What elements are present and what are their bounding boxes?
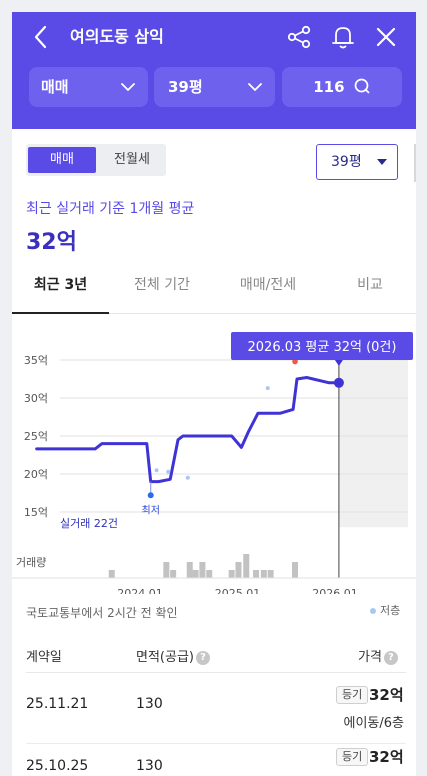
legend-dot-icon [370,608,376,614]
legend-low-floor: 저층 [370,602,400,618]
average-price: 32억 [26,230,77,255]
row-price: 32억 [369,748,404,766]
page-title: 여의도동 삼익 [70,27,164,46]
table-row[interactable]: 25.10.25 130 등기 32억 [12,738,416,776]
volume-bar [186,562,193,578]
legend-label: 저층 [380,604,401,617]
average-caption: 최근 실거래 기준 1개월 평균 [26,201,195,217]
comment-icon [354,78,370,94]
deal-point [185,475,190,480]
help-icon[interactable]: ? [195,650,210,665]
volume-bar [206,570,213,578]
volume-bar [260,570,267,578]
divider [26,672,406,673]
registered-badge: 등기 [336,748,369,766]
header-bar: 여의도동 삼익 매매 39평 [12,12,416,129]
size-select-label: 39평 [331,154,362,170]
volume-label: 거래량 [16,556,46,569]
deal-point [265,386,270,391]
tooltip-box [231,332,413,360]
x-tick-label: 2026.01 [312,587,358,594]
row-area: 130 [136,758,163,774]
column-area: 면적(공급)? [136,646,210,665]
y-tick-label: 25억 [24,430,48,443]
table-header: 계약일 면적(공급)? 가격? [12,642,416,670]
current-point [333,377,344,388]
size-dropdown[interactable]: 39평 [154,67,275,107]
row-date: 25.11.21 [26,696,89,712]
row-area: 130 [136,696,163,712]
column-area-label: 면적(공급) [136,650,194,665]
help-icon[interactable]: ? [383,650,398,665]
y-tick-label: 15억 [24,506,48,519]
trade-type-dropdown[interactable]: 매매 [29,67,148,107]
y-tick-label: 35억 [24,354,48,367]
app-frame: 여의도동 삼익 매매 39평 [12,12,416,776]
column-price-label: 가격 [358,650,382,665]
current-marker [334,360,343,366]
volume-bar [163,562,170,578]
close-icon[interactable] [369,20,403,54]
column-price: 가격? [358,646,398,665]
chevron-down-icon [248,83,262,91]
y-tick-label: 20억 [24,468,48,481]
bell-icon[interactable] [326,20,360,54]
table-row[interactable]: 25.11.21 130 등기 32억 에이동/6층 [12,676,416,744]
back-icon[interactable] [24,20,58,54]
x-tick-label: 2025.01 [215,587,261,594]
volume-bar [235,562,242,578]
caret-down-icon [377,159,387,165]
volume-bar [170,570,177,578]
volume-bar [267,570,274,578]
size-select[interactable]: 39평 [316,144,398,180]
deal-point [166,469,171,474]
tab-recent-3y[interactable]: 최근 3년 [12,270,109,314]
volume-bar [192,570,199,578]
row-floor: 에이동/6층 [343,716,405,731]
source-note: 국토교통부에서 2시간 전 확인 [26,606,178,620]
comment-count: 116 [313,78,345,96]
row-date: 25.10.25 [26,758,89,774]
min-label: 최저 [142,504,160,516]
min-point [147,492,154,499]
divider [26,743,406,744]
volume-bar [228,570,235,578]
trade-toggle: 매매 전월세 [26,144,166,176]
volume-bar [199,562,206,578]
row-price: 32억 [369,686,404,704]
volume-bar [292,562,299,578]
tooltip-text: 2026.03 평균 32억 (0건) [248,340,397,355]
volume-bar [108,570,115,578]
x-tick-label: 2024.01 [117,587,163,594]
toggle-trade[interactable]: 매매 [28,147,96,173]
tab-compare[interactable]: 비교 [357,277,383,293]
comments-button[interactable]: 116 [282,67,402,107]
size-label: 39평 [168,78,203,96]
future-zone [338,348,408,528]
high-point [292,358,298,365]
column-date: 계약일 [26,650,62,665]
deal-count-label: 실거래 22건 [60,517,118,530]
divider [414,144,416,182]
price-line [35,376,341,484]
deal-point [154,468,159,473]
tab-all-period[interactable]: 전체 기간 [134,277,190,293]
toggle-rent[interactable]: 전월세 [114,152,150,167]
tab-trade-rent[interactable]: 매매/전세 [239,277,297,293]
y-tick-label: 30억 [24,392,48,405]
share-icon[interactable] [282,20,316,54]
trade-type-label: 매매 [41,78,69,96]
volume-bar [243,554,250,578]
volume-bar [253,570,260,578]
registered-badge: 등기 [336,686,369,704]
chevron-down-icon [121,83,135,91]
period-tabs: 최근 3년 전체 기간 매매/전세 비교 [12,270,416,314]
